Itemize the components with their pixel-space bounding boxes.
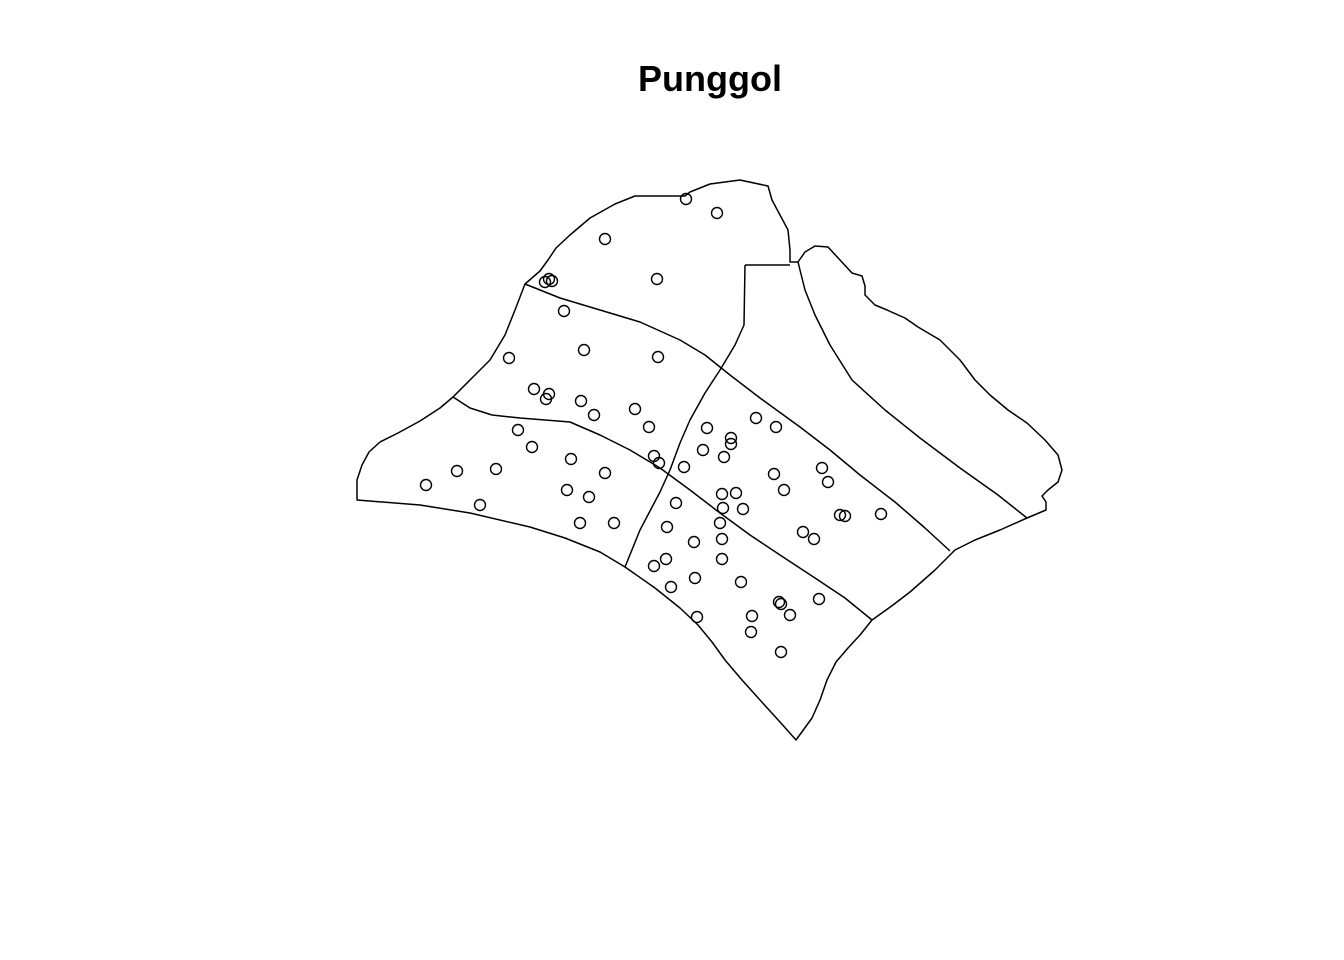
point-marker [774,645,788,659]
point-marker [598,232,612,246]
point-marker [502,351,516,365]
point-marker [838,509,852,523]
point-marker [660,520,674,534]
map-title: Punggol [638,58,782,99]
point-marker [710,206,724,220]
point-marker [769,420,783,434]
point-marker [664,580,678,594]
point-marker [690,610,704,624]
point-marker [715,532,729,546]
point-marker [767,467,781,481]
point-markers [419,192,888,659]
point-marker [628,402,642,416]
point-marker [815,461,829,475]
point-marker [539,392,553,406]
point-marker [650,272,664,286]
point-marker [744,625,758,639]
point-marker [713,516,727,530]
point-marker [651,350,665,364]
point-marker [642,420,656,434]
point-marker [874,507,888,521]
point-marker [577,343,591,357]
subzone-divisions [452,261,1028,621]
point-marker [574,394,588,408]
point-marker [679,192,693,206]
point-marker [538,275,552,289]
point-marker [716,501,730,515]
point-marker [734,575,748,589]
point-marker [511,423,525,437]
point-marker [807,532,821,546]
point-marker [587,408,601,422]
point-marker [715,552,729,566]
point-marker [715,487,729,501]
point-marker [812,592,826,606]
point-marker [783,608,797,622]
point-marker [647,559,661,573]
point-marker [736,502,750,516]
subzone-boundary-line [624,264,746,568]
point-marker [564,452,578,466]
point-marker [669,496,683,510]
point-marker [677,460,691,474]
point-marker [489,462,503,476]
point-marker [419,478,433,492]
point-marker [582,490,596,504]
point-marker [542,272,556,286]
point-marker [560,483,574,497]
point-marker [700,421,714,435]
point-marker [527,382,541,396]
point-marker [821,475,835,489]
point-marker [833,508,847,522]
point-marker [749,411,763,425]
point-marker [774,597,788,611]
point-marker [598,466,612,480]
subzone-boundary-line [797,261,1028,519]
point-marker [724,431,738,445]
point-marker [557,304,571,318]
point-marker [729,486,743,500]
point-marker [652,456,666,470]
point-marker [573,516,587,530]
subzone-boundary-line [452,396,873,621]
point-marker [745,609,759,623]
point-marker [777,483,791,497]
point-marker [525,440,539,454]
point-marker [450,464,464,478]
point-marker [659,552,673,566]
point-marker [687,535,701,549]
point-marker [696,443,710,457]
point-marker [796,525,810,539]
point-marker [473,498,487,512]
point-marker [772,595,786,609]
area-boundary [356,179,1063,741]
point-marker [607,516,621,530]
point-marker [688,571,702,585]
point-marker [545,274,559,288]
point-marker [724,437,738,451]
point-marker [717,450,731,464]
subzone-boundary-line [524,283,951,552]
